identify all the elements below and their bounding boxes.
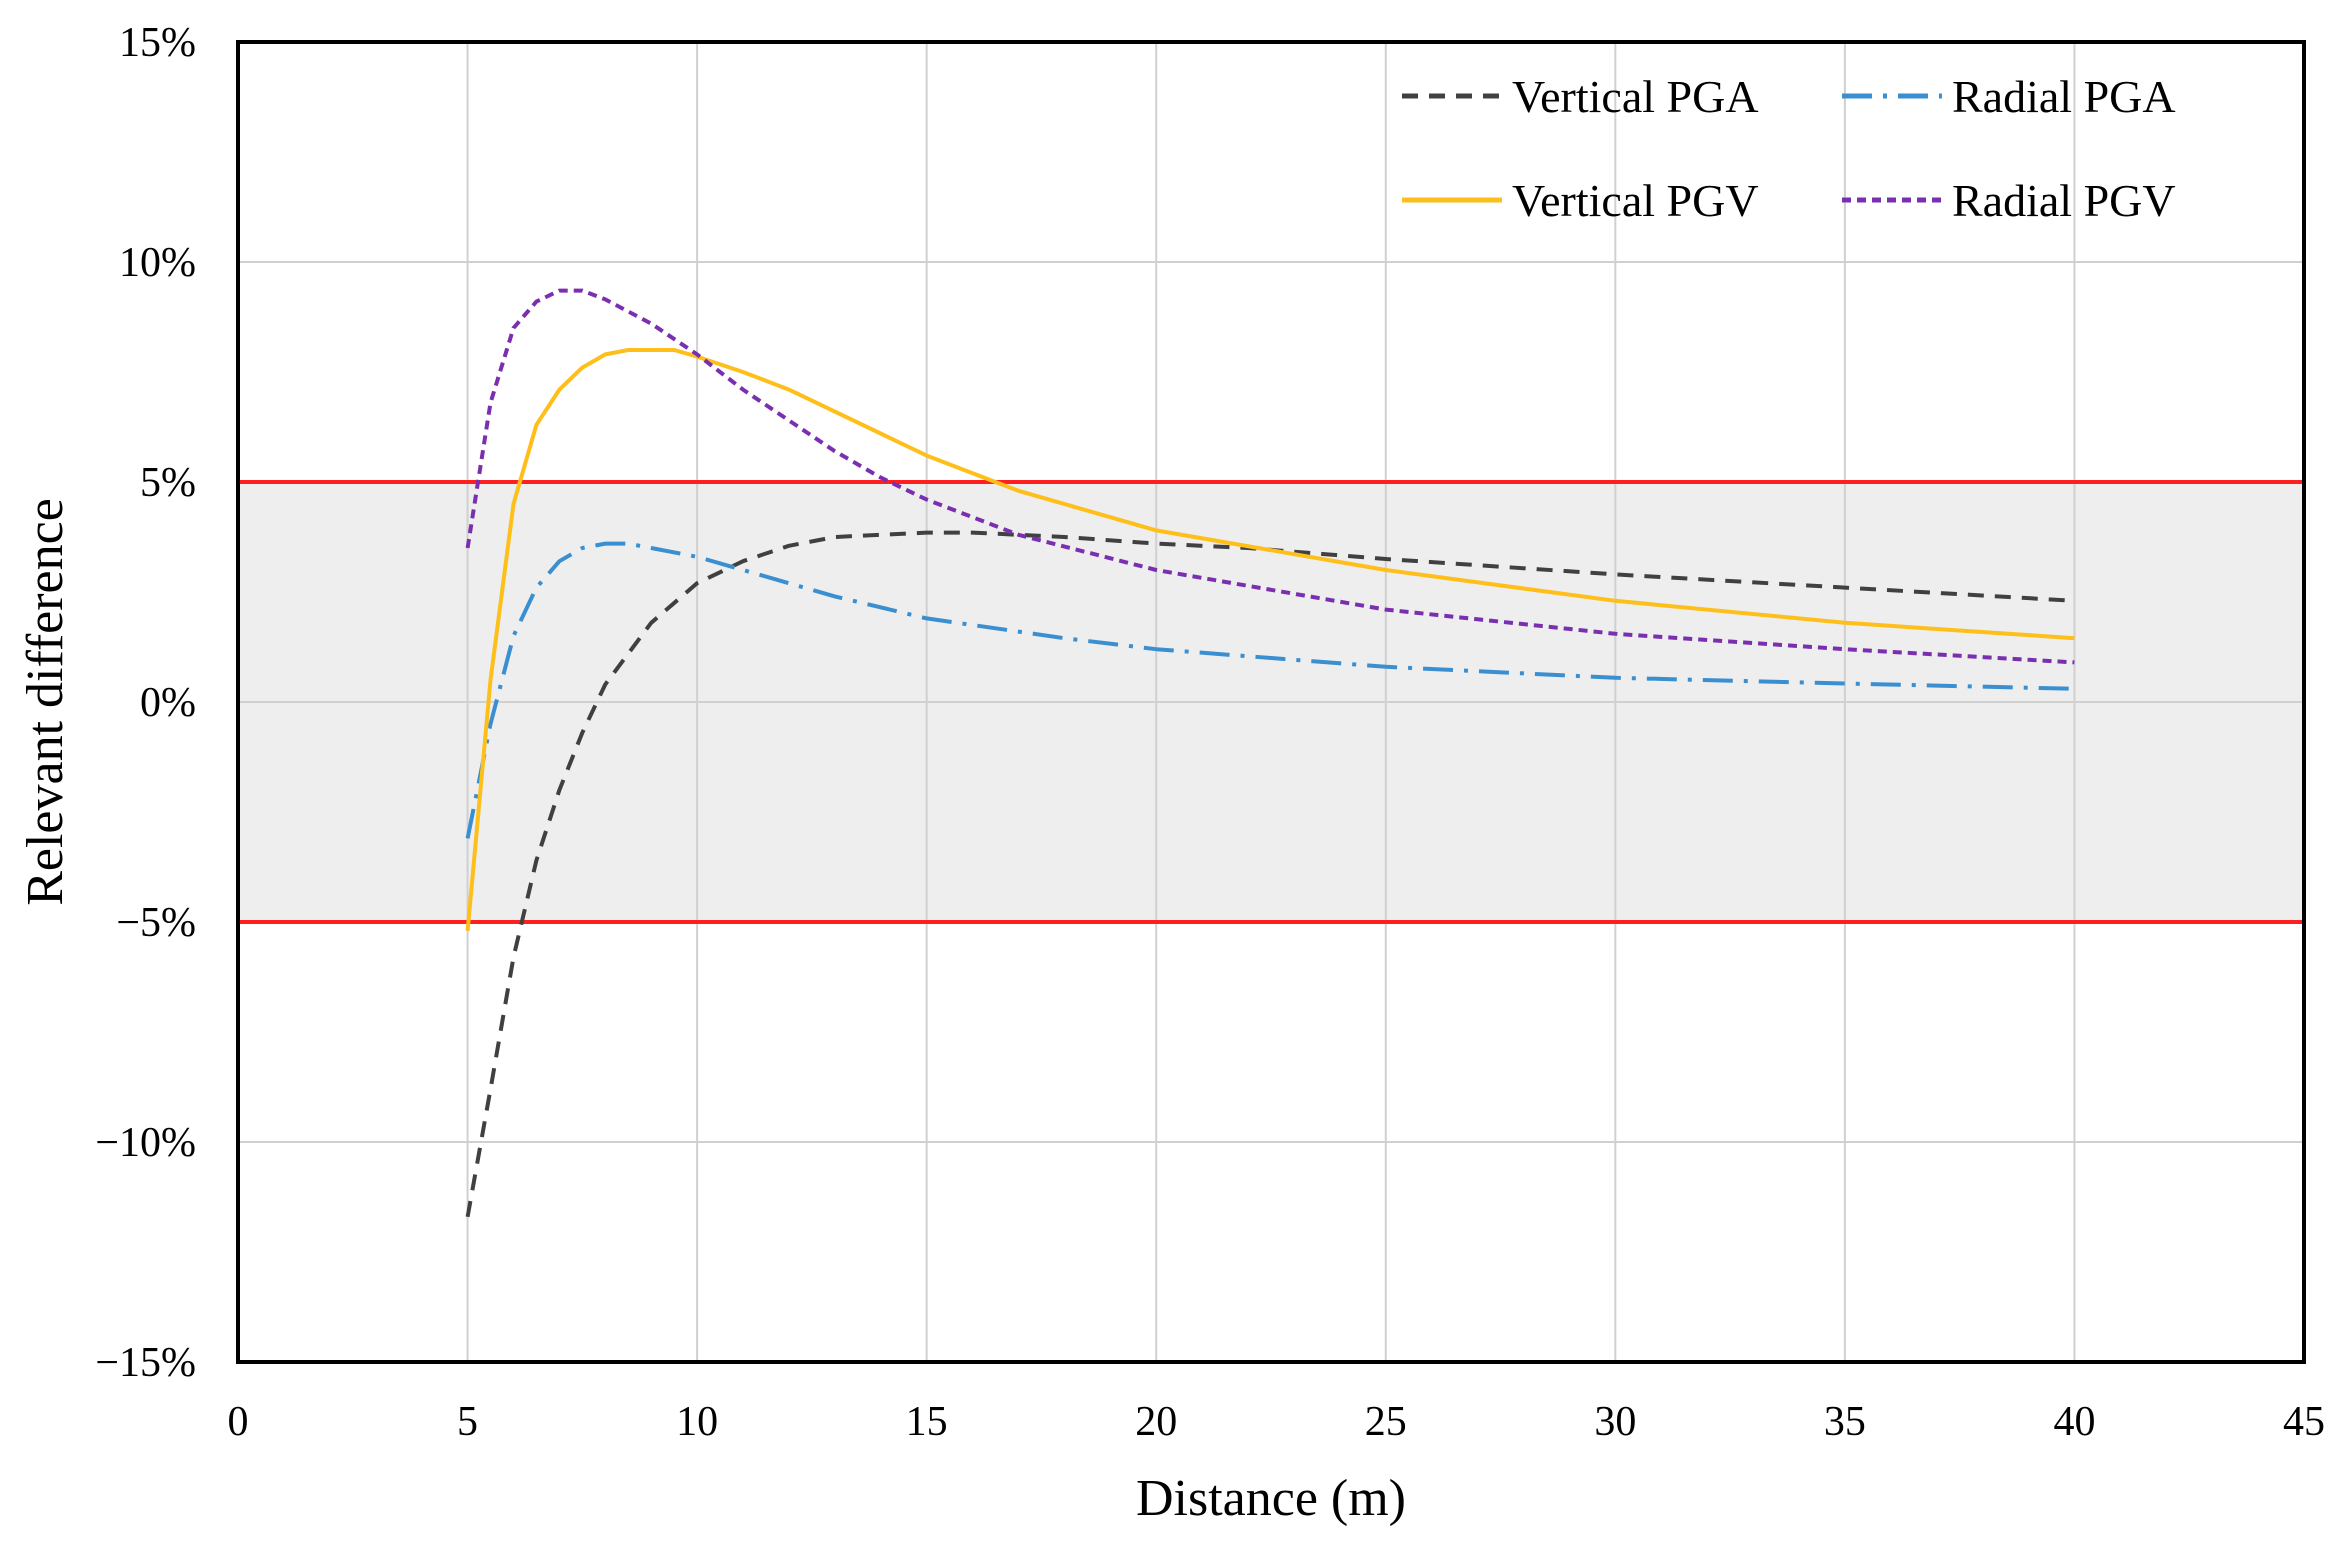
legend-label: Vertical PGA [1512, 71, 1759, 122]
x-tick-labels: 0 5 10 15 20 25 30 35 40 45 [228, 1399, 2326, 1445]
legend-label: Vertical PGV [1512, 175, 1759, 226]
x-axis-title: Distance (m) [1136, 1470, 1406, 1527]
y-tick-label: 15% [119, 20, 196, 66]
series-line-radial-pgv [465, 288, 2075, 665]
y-tick-label: 5% [140, 460, 196, 506]
x-tick-label: 15 [906, 1399, 948, 1445]
x-tick-label: 25 [1365, 1399, 1407, 1445]
plot-frame [236, 40, 2306, 1364]
x-tick-label: 5 [457, 1399, 478, 1445]
legend-label: Radial PGV [1952, 175, 2176, 226]
x-tick-label: 20 [1135, 1399, 1177, 1445]
x-tick-label: 0 [228, 1399, 249, 1445]
y-axis-title: Relevant difference [17, 498, 74, 906]
y-tick-label: −5% [116, 900, 196, 946]
series-lines [465, 288, 2075, 1218]
x-tick-label: 10 [676, 1399, 718, 1445]
x-tick-label: 35 [1824, 1399, 1866, 1445]
y-tick-label: −15% [95, 1340, 196, 1386]
y-tick-label: 10% [119, 240, 196, 286]
legend-label: Radial PGA [1952, 71, 2176, 122]
x-tick-label: 40 [2053, 1399, 2095, 1445]
series-line-radial-pga [465, 541, 2075, 839]
x-tick-label: 30 [1594, 1399, 1636, 1445]
y-tick-label: 0% [140, 680, 196, 726]
legend: Vertical PGA Radial PGA Vertical PGV Radial… [1402, 71, 2176, 226]
series-line-vertical-pga [465, 530, 2075, 1218]
x-tick-label: 45 [2283, 1399, 2325, 1445]
y-tick-label: −10% [95, 1120, 196, 1166]
y-tick-labels: 15% 10% 5% 0% −5% −10% −15% [95, 20, 196, 1386]
